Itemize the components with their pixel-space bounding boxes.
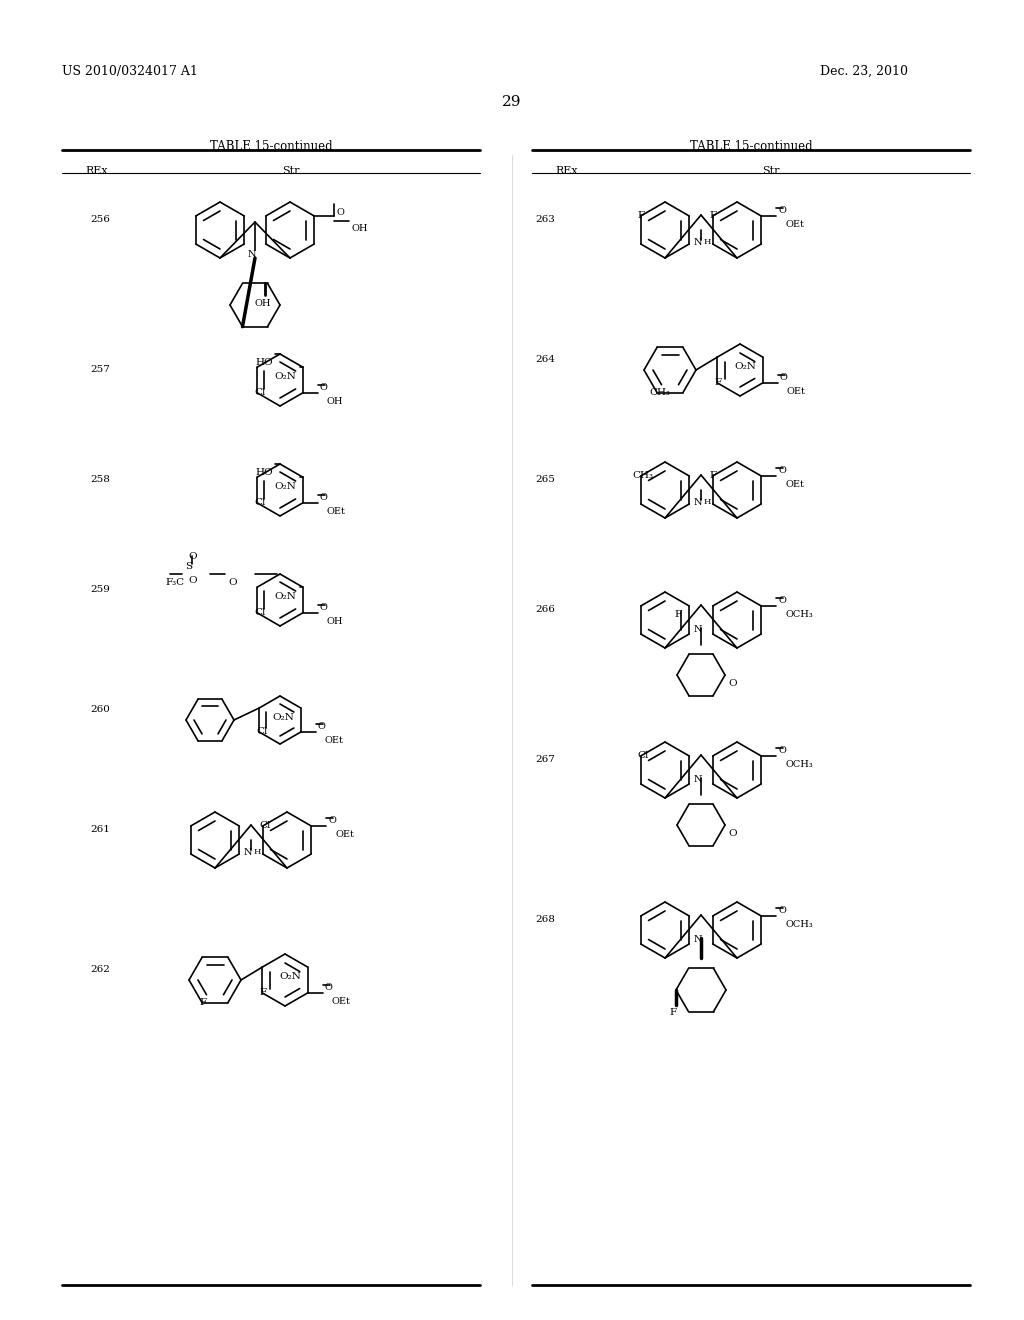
Text: F: F [710,211,717,220]
Text: S: S [185,562,193,572]
Text: Dec. 23, 2010: Dec. 23, 2010 [820,65,908,78]
Text: US 2010/0324017 A1: US 2010/0324017 A1 [62,65,198,78]
Text: F: F [715,378,722,387]
Text: OH: OH [327,397,343,407]
Text: N: N [693,498,702,507]
Text: O: O [188,552,197,561]
Text: O: O [778,597,786,605]
Text: OH: OH [351,224,368,234]
Text: O: O [779,374,787,381]
Text: OEt: OEt [325,737,344,744]
Text: N: N [693,238,702,247]
Text: 267: 267 [535,755,555,764]
Text: Str: Str [762,166,779,176]
Text: 268: 268 [535,915,555,924]
Text: TABLE 15-continued: TABLE 15-continued [210,140,333,153]
Text: Str: Str [283,166,300,176]
Text: O: O [778,466,786,475]
Text: F: F [638,211,645,220]
Text: O: O [778,746,786,755]
Text: OCH₃: OCH₃ [785,760,813,770]
Text: O₂N: O₂N [280,972,301,981]
Text: H: H [705,238,712,246]
Text: 261: 261 [90,825,110,834]
Text: O₂N: O₂N [734,362,757,371]
Text: F₃C: F₃C [165,578,184,587]
Text: OEt: OEt [327,507,345,516]
Text: 264: 264 [535,355,555,364]
Text: O₂N: O₂N [272,713,295,722]
Text: F: F [259,987,266,997]
Text: 262: 262 [90,965,110,974]
Text: Cl: Cl [255,609,266,616]
Text: 257: 257 [90,366,110,374]
Text: N: N [244,847,252,857]
Text: OEt: OEt [786,387,806,396]
Text: 259: 259 [90,585,110,594]
Text: Cl: Cl [255,498,266,507]
Text: O: O [778,206,786,215]
Text: Cl: Cl [255,388,266,397]
Text: N: N [693,775,702,784]
Text: OEt: OEt [332,997,350,1006]
Text: OEt: OEt [335,830,354,840]
Text: O: O [336,209,344,216]
Text: 263: 263 [535,215,555,224]
Text: Cl: Cl [638,751,649,760]
Text: O₂N: O₂N [274,372,296,381]
Text: REx: REx [556,166,579,176]
Text: O: O [319,383,328,392]
Text: OCH₃: OCH₃ [785,610,813,619]
Text: TABLE 15-continued: TABLE 15-continued [690,140,812,153]
Text: Cl: Cl [260,821,271,830]
Text: 260: 260 [90,705,110,714]
Text: F: F [674,610,681,619]
Text: 266: 266 [535,605,555,614]
Text: 258: 258 [90,475,110,484]
Text: O₂N: O₂N [274,482,296,491]
Text: O: O [329,816,336,825]
Text: 256: 256 [90,215,110,224]
Text: O: O [778,906,786,915]
Text: CH₃: CH₃ [633,471,653,480]
Text: O: O [325,983,333,993]
Text: 29: 29 [502,95,522,110]
Text: F: F [710,471,717,480]
Text: N: N [248,249,256,259]
Text: O: O [188,576,197,585]
Text: H: H [254,847,261,855]
Text: OH: OH [254,300,270,309]
Text: REx: REx [86,166,109,176]
Text: F: F [199,998,206,1007]
Text: OEt: OEt [785,220,804,228]
Text: 265: 265 [535,475,555,484]
Text: OH: OH [327,616,343,626]
Text: Cl: Cl [256,727,267,737]
Text: O: O [317,722,326,731]
Text: N: N [693,624,702,634]
Text: HO: HO [255,469,272,477]
Text: CH₃: CH₃ [649,388,670,396]
Text: O: O [728,829,736,838]
Text: HO: HO [255,358,272,367]
Text: N: N [693,935,702,944]
Text: OEt: OEt [785,480,804,488]
Text: O: O [228,578,237,587]
Text: O: O [319,492,328,502]
Text: F: F [670,1008,677,1016]
Text: O₂N: O₂N [274,591,296,601]
Text: O: O [319,603,328,612]
Text: O: O [728,678,736,688]
Text: OCH₃: OCH₃ [785,920,813,929]
Text: H: H [705,498,712,506]
